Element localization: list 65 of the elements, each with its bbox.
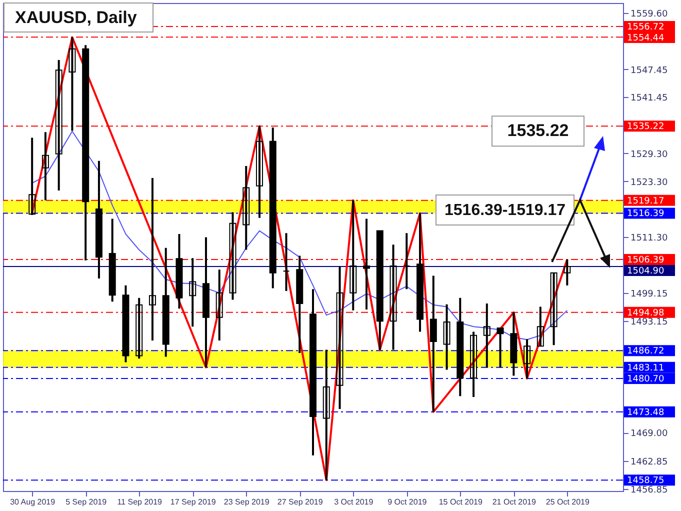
- x-tick-label: 5 Sep 2019: [66, 498, 108, 506]
- ref-line-label: 1504.90: [627, 266, 664, 277]
- candlestick: [42, 131, 49, 202]
- x-tick-label: 23 Sep 2019: [224, 498, 270, 506]
- y-tick-label: 1462.85: [630, 458, 668, 468]
- ref-line-label: 1556.72: [627, 22, 664, 33]
- ref-line-label: 1554.44: [627, 34, 664, 44]
- ref-line-label: 1458.75: [627, 476, 664, 486]
- ref-line-label: 1506.39: [627, 256, 664, 266]
- y-tick-label: 1541.45: [630, 94, 668, 104]
- candlestick: [242, 164, 250, 251]
- candlestick: [216, 268, 223, 342]
- x-tick-label: 30 Aug 2019: [10, 498, 56, 506]
- annotation: 1516.39-1519.17: [444, 202, 566, 219]
- x-tick-label: 15 Oct 2019: [438, 498, 483, 506]
- annotation: 1535.22: [507, 121, 569, 140]
- candlestick: [524, 338, 531, 380]
- candlestick: [55, 58, 62, 192]
- candlestick: [430, 274, 437, 413]
- candlestick: [470, 330, 478, 398]
- x-tick-label: 9 Oct 2019: [388, 498, 428, 506]
- y-tick-label: 1511.30: [630, 233, 668, 244]
- x-tick-label: 17 Sep 2019: [170, 498, 216, 506]
- candlestick: [148, 177, 156, 342]
- candlestick: [403, 232, 410, 290]
- x-tick-label: 25 Oct 2019: [546, 498, 590, 506]
- candlestick: [189, 257, 196, 328]
- x-tick-label: 3 Oct 2019: [334, 498, 374, 506]
- ref-line-label: 1473.48: [627, 408, 664, 418]
- candlestick: [282, 232, 290, 292]
- y-tick-label: 1499.15: [630, 290, 668, 300]
- ref-line-label: 1494.98: [627, 308, 664, 318]
- candlestick: [136, 296, 143, 360]
- y-tick-label: 1469.00: [630, 429, 668, 440]
- ref-line-label: 1483.11: [627, 363, 664, 374]
- ref-line-label: 1480.70: [627, 374, 664, 384]
- candlestick: [564, 258, 571, 286]
- x-tick-label: 27 Sep 2019: [277, 498, 324, 506]
- ref-line-label: 1516.39: [627, 209, 664, 220]
- x-tick-label: 21 Oct 2019: [492, 498, 536, 506]
- candlestick: [256, 125, 263, 219]
- y-tick-label: 1529.30: [630, 150, 668, 160]
- candlestick: [229, 211, 236, 301]
- y-tick-label: 1523.30: [630, 178, 668, 188]
- candlestick: [322, 348, 330, 482]
- candlestick: [350, 199, 357, 312]
- y-tick-label: 1493.15: [630, 317, 668, 328]
- x-tick-label: 11 Sep 2019: [117, 498, 163, 506]
- ref-line-label: 1535.22: [627, 122, 664, 132]
- y-tick-label: 1559.60: [630, 10, 668, 20]
- candlestick: [336, 265, 344, 410]
- ref-line-label: 1486.72: [627, 346, 664, 357]
- candlestick: [550, 271, 558, 346]
- y-tick-label: 1456.85: [630, 485, 668, 496]
- candlestick: [68, 36, 76, 132]
- chart-title: XAUUSD, Daily: [15, 8, 138, 27]
- candlestick: [496, 327, 504, 368]
- ref-line-label: 1519.17: [627, 196, 664, 206]
- candlestick: [536, 306, 544, 348]
- candlestick: [28, 136, 36, 216]
- candlestick: [443, 303, 450, 371]
- candlestick: [363, 218, 370, 311]
- y-tick-label: 1547.45: [630, 66, 668, 76]
- candlestick: [390, 244, 397, 351]
- candlestick: [483, 302, 490, 368]
